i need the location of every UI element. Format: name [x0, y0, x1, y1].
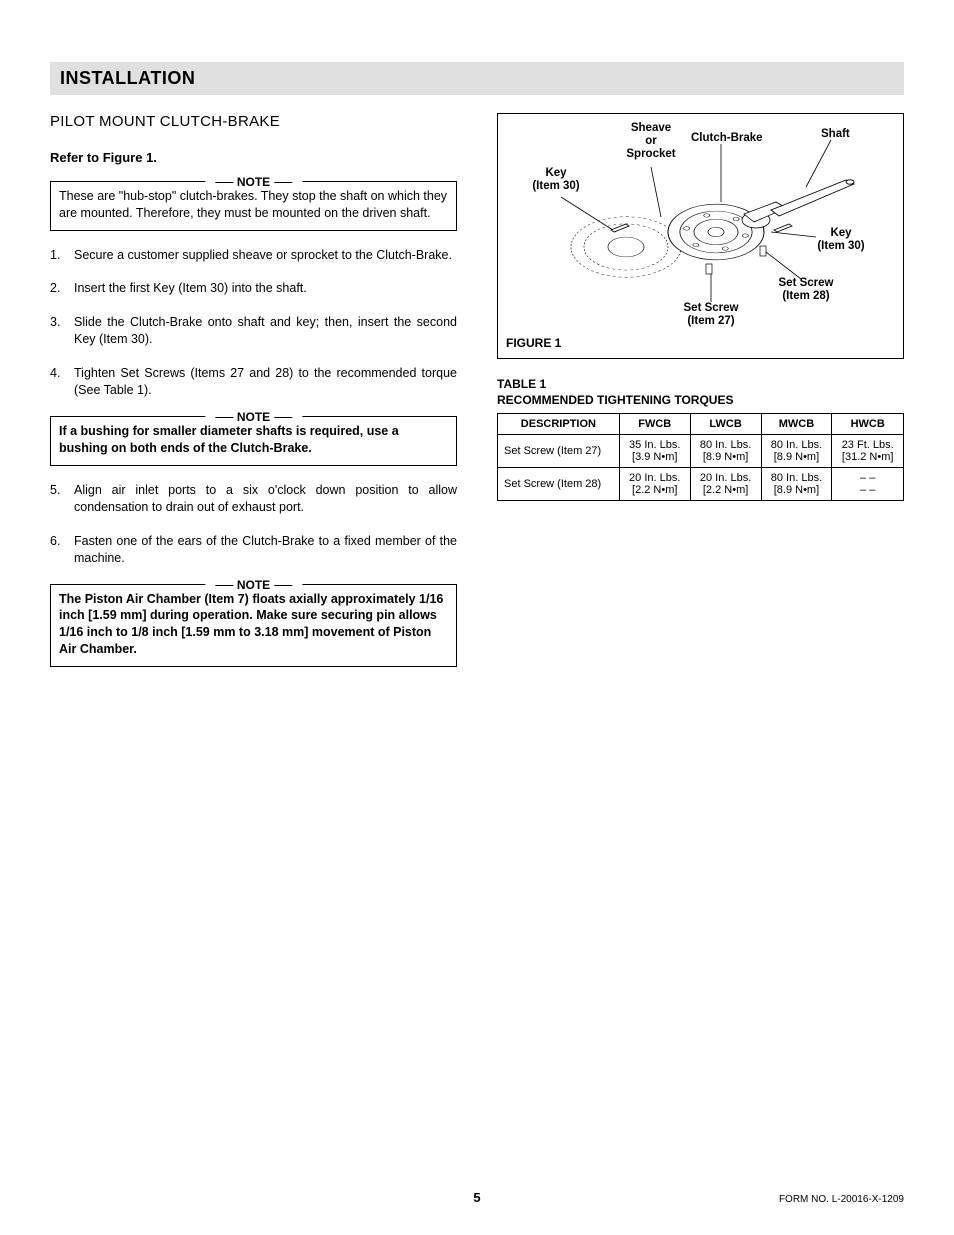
- torque-table: DESCRIPTION FWCB LWCB MWCB HWCB Set Scre…: [497, 413, 904, 501]
- th-description: DESCRIPTION: [498, 414, 620, 435]
- td-val: 80 In. Lbs.[8.9 N•m]: [761, 435, 832, 468]
- note-label: NOTE: [205, 174, 302, 190]
- step-item: 1.Secure a customer supplied sheave or s…: [50, 247, 457, 265]
- step-text: Insert the first Key (Item 30) into the …: [74, 280, 307, 298]
- step-item: 2.Insert the first Key (Item 30) into th…: [50, 280, 457, 298]
- sub-heading: PILOT MOUNT CLUTCH-BRAKE: [50, 113, 457, 130]
- step-item: 5.Align air inlet ports to a six o'clock…: [50, 482, 457, 517]
- th-fwcb: FWCB: [619, 414, 690, 435]
- note-box-2: NOTE If a bushing for smaller diameter s…: [50, 416, 457, 466]
- table-row: Set Screw (Item 27) 35 In. Lbs.[3.9 N•m]…: [498, 435, 904, 468]
- td-val: 80 In. Lbs.[8.9 N•m]: [690, 435, 761, 468]
- note-body: These are "hub-stop" clutch-brakes. They…: [59, 189, 447, 220]
- step-text: Slide the Clutch-Brake onto shaft and ke…: [74, 314, 457, 349]
- td-val: 23 Ft. Lbs.[31.2 N•m]: [832, 435, 904, 468]
- td-val: – –– –: [832, 468, 904, 501]
- figure-inner: SheaveorSprocket Clutch-Brake Shaft Key(…: [506, 122, 895, 332]
- refer-text: Refer to Figure 1.: [50, 150, 457, 165]
- steps-list-a: 1.Secure a customer supplied sheave or s…: [50, 247, 457, 400]
- step-item: 3.Slide the Clutch-Brake onto shaft and …: [50, 314, 457, 349]
- note-body: If a bushing for smaller diameter shafts…: [59, 424, 399, 455]
- td-desc: Set Screw (Item 27): [498, 435, 620, 468]
- left-column: PILOT MOUNT CLUTCH-BRAKE Refer to Figure…: [50, 113, 457, 683]
- section-header: INSTALLATION: [50, 62, 904, 95]
- th-hwcb: HWCB: [832, 414, 904, 435]
- table-header-row: DESCRIPTION FWCB LWCB MWCB HWCB: [498, 414, 904, 435]
- td-val: 20 In. Lbs.[2.2 N•m]: [619, 468, 690, 501]
- step-text: Secure a customer supplied sheave or spr…: [74, 247, 452, 265]
- step-text: Tighten Set Screws (Items 27 and 28) to …: [74, 365, 457, 400]
- figure-1: SheaveorSprocket Clutch-Brake Shaft Key(…: [497, 113, 904, 359]
- step-text: Align air inlet ports to a six o'clock d…: [74, 482, 457, 517]
- note-label: NOTE: [205, 409, 302, 425]
- steps-list-b: 5.Align air inlet ports to a six o'clock…: [50, 482, 457, 568]
- note-label: NOTE: [205, 577, 302, 593]
- note-body: The Piston Air Chamber (Item 7) floats a…: [59, 592, 443, 657]
- td-val: 35 In. Lbs.[3.9 N•m]: [619, 435, 690, 468]
- two-column-layout: PILOT MOUNT CLUTCH-BRAKE Refer to Figure…: [50, 113, 904, 683]
- step-item: 4.Tighten Set Screws (Items 27 and 28) t…: [50, 365, 457, 400]
- page: INSTALLATION PILOT MOUNT CLUTCH-BRAKE Re…: [0, 0, 954, 1235]
- form-number: FORM NO. L-20016-X-1209: [779, 1194, 904, 1205]
- th-lwcb: LWCB: [690, 414, 761, 435]
- step-item: 6.Fasten one of the ears of the Clutch-B…: [50, 533, 457, 568]
- step-text: Fasten one of the ears of the Clutch-Bra…: [74, 533, 457, 568]
- table-row: Set Screw (Item 28) 20 In. Lbs.[2.2 N•m]…: [498, 468, 904, 501]
- table-subtitle: RECOMMENDED TIGHTENING TORQUES: [497, 393, 904, 407]
- td-val: 20 In. Lbs.[2.2 N•m]: [690, 468, 761, 501]
- th-mwcb: MWCB: [761, 414, 832, 435]
- td-val: 80 In. Lbs.[8.9 N•m]: [761, 468, 832, 501]
- right-column: SheaveorSprocket Clutch-Brake Shaft Key(…: [497, 113, 904, 683]
- note-box-3: NOTE The Piston Air Chamber (Item 7) flo…: [50, 584, 457, 668]
- table-title: TABLE 1: [497, 377, 904, 391]
- figure-drawing: [506, 122, 886, 332]
- td-desc: Set Screw (Item 28): [498, 468, 620, 501]
- figure-caption: FIGURE 1: [506, 336, 895, 350]
- note-box-1: NOTE These are "hub-stop" clutch-brakes.…: [50, 181, 457, 231]
- page-number: 5: [473, 1190, 480, 1205]
